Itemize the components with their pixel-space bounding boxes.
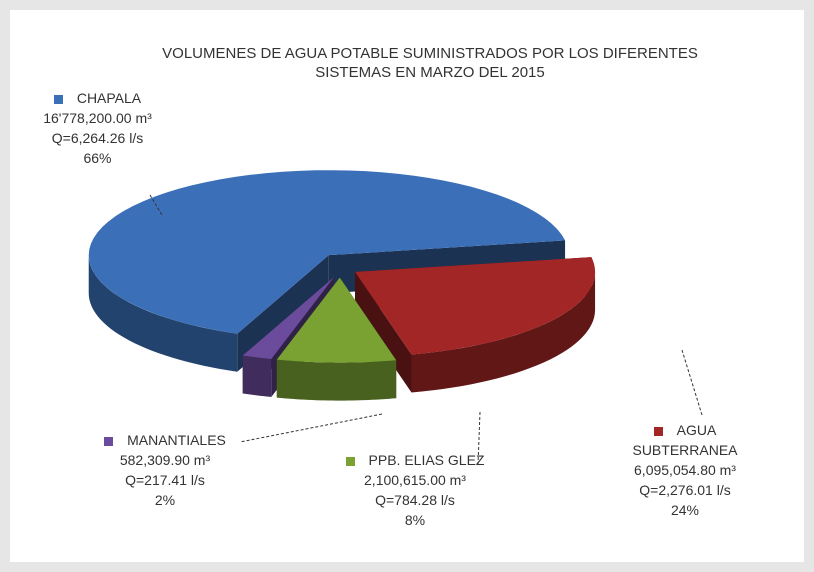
slice-wall — [355, 271, 412, 393]
legend-swatch — [53, 94, 63, 104]
leader-line — [681, 349, 703, 416]
legend-swatch — [104, 436, 114, 446]
leader-line — [149, 194, 163, 216]
slice — [88, 170, 566, 334]
category-name: CHAPALA — [76, 90, 142, 106]
slice — [355, 257, 596, 355]
legend-swatch — [653, 426, 663, 436]
leader-line — [477, 411, 481, 466]
chart-title: VOLUMENES DE AGUA POTABLE SUMINISTRADOS … — [162, 45, 698, 81]
category-name: MANANTIALES — [127, 432, 226, 448]
slice — [242, 276, 335, 359]
slice-side — [88, 255, 238, 372]
leader-line — [239, 413, 383, 443]
volume-label: 2,100,615.00 m³ — [364, 472, 466, 488]
slice-side — [242, 355, 272, 397]
volume-label: 16'778,200.00 m³ — [43, 110, 152, 126]
legend-entry: AGUA SUBTERRANEA — [610, 420, 760, 460]
chart: VOLUMENES DE AGUA POTABLE SUMINISTRADOS … — [10, 10, 804, 562]
volume-label: 6,095,054.80 m³ — [634, 462, 736, 478]
data-label: PPB. ELIAS GLEZ 2,100,615.00 m³ Q=784.28 l… — [330, 450, 500, 530]
flow-label: Q=6,264.26 l/s — [51, 130, 144, 146]
legend-entry: PPB. ELIAS GLEZ — [330, 450, 500, 470]
flow-label: Q=217.41 l/s — [125, 472, 205, 488]
flow-label: Q=2,276.01 l/s — [639, 482, 731, 498]
percent-label: 24% — [670, 502, 700, 518]
volume-label: 582,309.90 m³ — [119, 452, 211, 468]
legend-entry: CHAPALA — [10, 88, 185, 108]
category-name: PPB. ELIAS GLEZ — [368, 452, 485, 468]
category-name: AGUA SUBTERRANEA — [632, 422, 738, 458]
data-label: CHAPALA 16'778,200.00 m³ Q=6,264.26 l/s 66% — [10, 88, 185, 168]
percent-label: 66% — [83, 150, 112, 166]
data-label: MANANTIALES 582,309.90 m³ Q=217.41 l/s 2% — [70, 430, 260, 510]
slice-side — [276, 359, 397, 401]
slice-side — [411, 271, 596, 393]
legend-entry: MANANTIALES — [70, 430, 260, 450]
flow-label: Q=784.28 l/s — [375, 492, 455, 508]
slice — [276, 277, 397, 363]
percent-label: 8% — [404, 512, 426, 528]
data-label: AGUA SUBTERRANEA 6,095,054.80 m³ Q=2,276.0… — [610, 420, 760, 520]
pie-area — [88, 170, 703, 466]
percent-label: 2% — [154, 492, 176, 508]
legend-swatch — [345, 456, 355, 466]
